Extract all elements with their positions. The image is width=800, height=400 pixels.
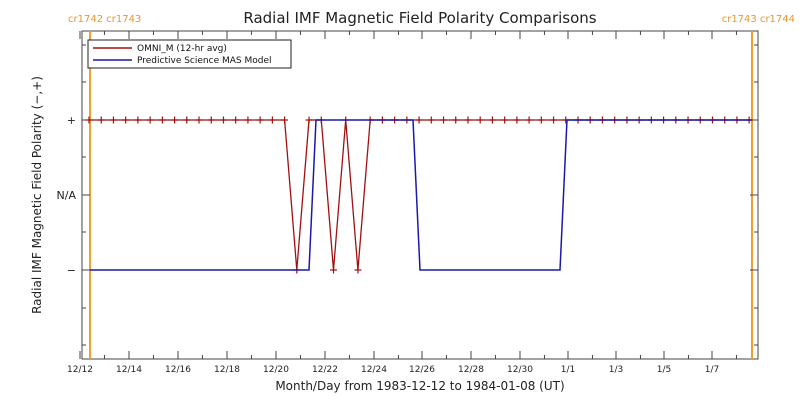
omni-point <box>476 116 484 124</box>
carrington-label-right: cr1743 cr1744 <box>722 14 795 25</box>
omni-point <box>109 116 117 124</box>
omni-point <box>256 116 264 124</box>
omni-point <box>525 116 533 124</box>
omni-point <box>537 116 545 124</box>
omni-point <box>171 116 179 124</box>
omni-point <box>122 116 130 124</box>
x-tick-label: 12/30 <box>507 365 533 375</box>
omni-point <box>268 116 276 124</box>
legend-box <box>87 39 292 69</box>
y-axis-ticks: + N/A − <box>57 44 758 346</box>
x-tick-label: 12/28 <box>458 365 484 375</box>
omni-point <box>452 116 460 124</box>
omni-point <box>415 116 423 124</box>
plot-frame <box>81 30 759 360</box>
omni-point <box>232 116 240 124</box>
chart-title: Radial IMF Magnetic Field Polarity Compa… <box>243 9 596 27</box>
x-tick-label: 1/5 <box>657 365 671 375</box>
x-tick-label: 1/3 <box>609 365 623 375</box>
x-tick-label: 1/1 <box>561 365 575 375</box>
x-axis-label: Month/Day from 1983-12-12 to 1984-01-08 … <box>275 379 564 393</box>
x-tick-label: 12/20 <box>263 365 289 375</box>
omni-point <box>207 116 215 124</box>
omni-point <box>440 116 448 124</box>
omni-point <box>281 116 289 124</box>
y-tick-label: N/A <box>57 189 77 202</box>
x-tick-label: 12/24 <box>361 365 387 375</box>
omni-point <box>305 116 313 124</box>
omni-point <box>134 116 142 124</box>
omni-point <box>219 116 227 124</box>
x-tick-label: 12/18 <box>214 365 240 375</box>
omni-point <box>97 116 105 124</box>
mas-series <box>90 119 752 271</box>
mas-line <box>90 119 752 271</box>
omni-point <box>85 116 93 124</box>
x-tick-label: 12/16 <box>165 365 191 375</box>
legend-entry-mas: Predictive Science MAS Model <box>137 56 272 66</box>
x-tick-label: 12/12 <box>67 365 93 375</box>
legend: OMNI_M (12-hr avg) Predictive Science MA… <box>87 39 292 69</box>
carrington-label-left: cr1742 cr1743 <box>68 14 141 25</box>
omni-point <box>354 266 362 274</box>
omni-point <box>330 266 337 274</box>
omni-point <box>146 116 154 124</box>
omni-point <box>427 116 435 124</box>
omni-point <box>501 116 509 124</box>
carrington-lines <box>89 31 753 359</box>
y-axis-label: Radial IMF Magnetic Field Polarity (−,+) <box>30 76 44 314</box>
omni-point <box>195 116 203 124</box>
x-tick-label: 1/7 <box>705 365 719 375</box>
omni-point <box>488 116 496 124</box>
legend-entry-omni: OMNI_M (12-hr avg) <box>137 44 227 54</box>
x-axis-ticks: 12/12 12/14 12/16 12/18 12/20 12/22 12/24 12/26… <box>67 31 737 375</box>
x-tick-label: 12/22 <box>312 365 338 375</box>
omni-point <box>158 116 166 124</box>
x-tick-label: 12/14 <box>116 365 142 375</box>
omni-point <box>183 116 191 124</box>
omni-point <box>513 116 521 124</box>
y-tick-label: + <box>67 114 76 127</box>
x-tick-label: 12/26 <box>409 365 435 375</box>
omni-point <box>244 116 252 124</box>
omni-point <box>550 116 558 124</box>
omni-point <box>464 116 472 124</box>
y-tick-label: − <box>67 264 76 277</box>
